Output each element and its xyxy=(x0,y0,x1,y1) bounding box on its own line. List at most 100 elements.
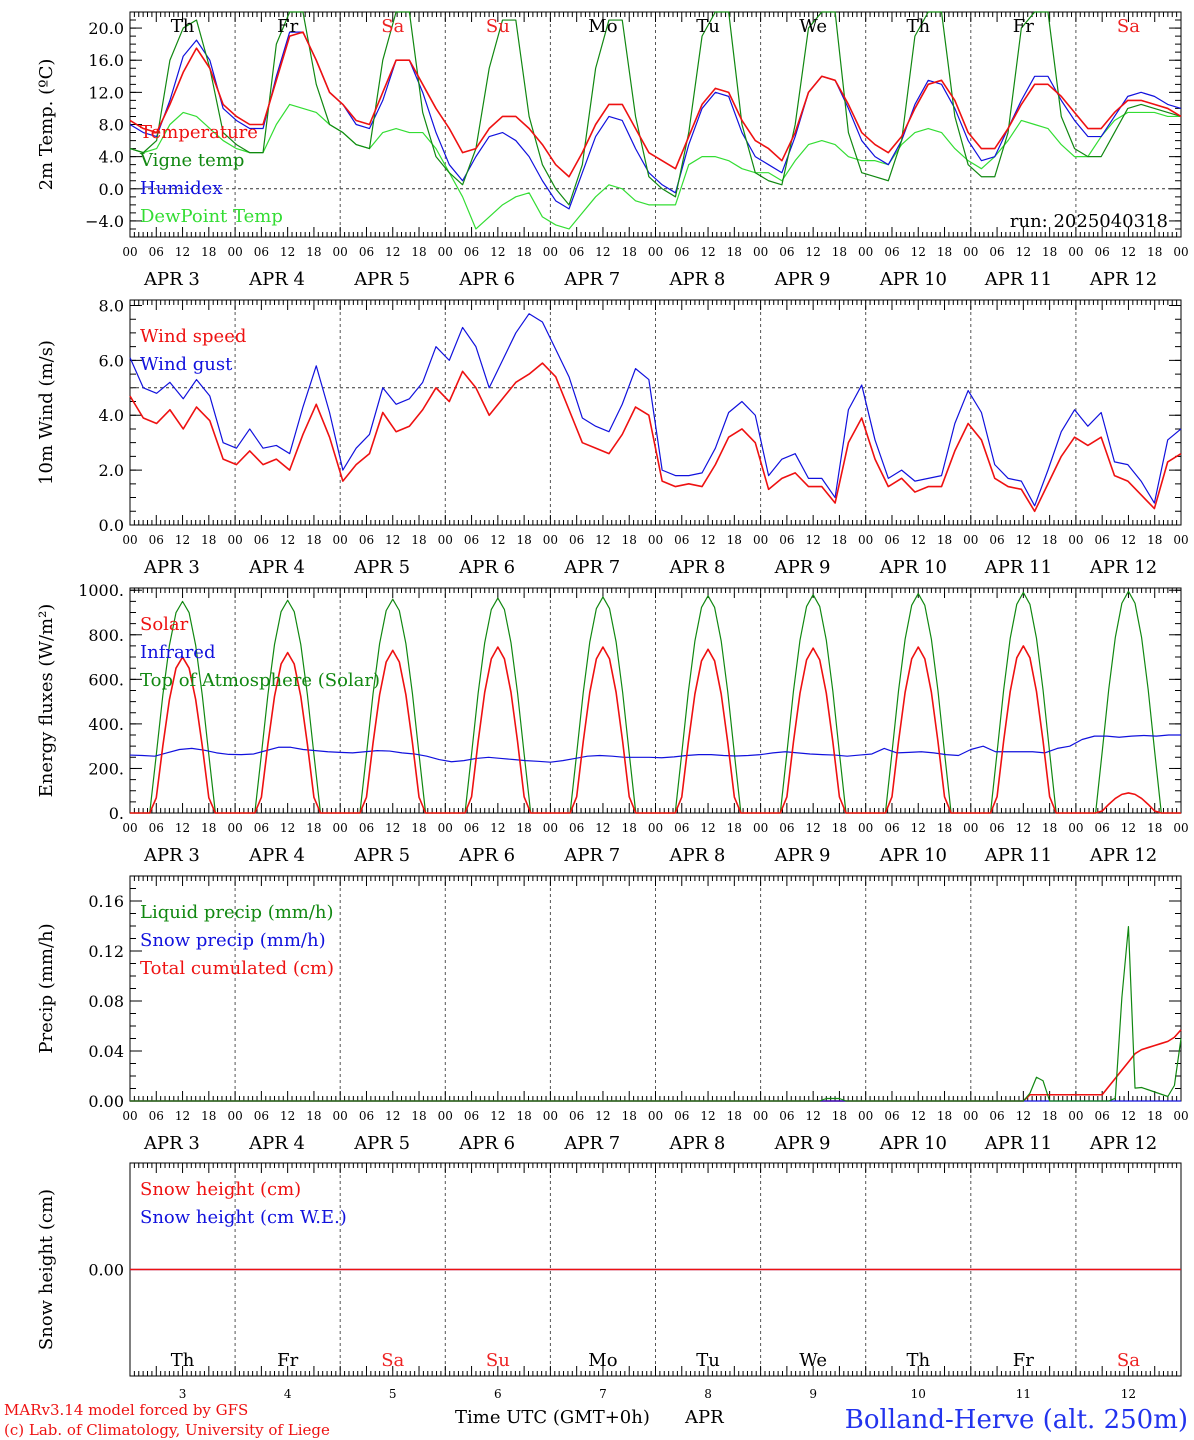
hour-label: 06 xyxy=(1095,245,1110,259)
hour-label: 18 xyxy=(832,245,847,259)
day-number-label: 7 xyxy=(599,1387,607,1401)
hour-label: 00 xyxy=(648,821,663,835)
hour-label: 06 xyxy=(884,1109,899,1123)
hour-label: 18 xyxy=(1042,245,1057,259)
hour-label: 06 xyxy=(254,1109,269,1123)
date-label: APR 5 xyxy=(353,557,410,578)
hour-label: 18 xyxy=(1147,1109,1162,1123)
date-label: APR 8 xyxy=(669,845,726,866)
date-label: APR 10 xyxy=(879,1133,947,1154)
y-tick-label: 400. xyxy=(88,715,124,734)
hour-label: 18 xyxy=(516,533,531,547)
hour-label: 12 xyxy=(911,245,926,259)
y-tick-label: 0.12 xyxy=(88,942,124,961)
date-label: APR 8 xyxy=(669,1133,726,1154)
legend-entry: Snow height (cm W.E.) xyxy=(140,1207,347,1228)
hour-label: 00 xyxy=(438,245,453,259)
hour-label: 06 xyxy=(1095,533,1110,547)
y-axis-label: 2m Temp. (ºC) xyxy=(36,59,57,191)
hour-label: 06 xyxy=(569,533,584,547)
day-name-label: Mo xyxy=(588,16,617,37)
hour-label: 00 xyxy=(963,533,978,547)
date-label: APR 6 xyxy=(458,1133,515,1154)
date-label: APR 7 xyxy=(563,557,620,578)
legend-entry: Wind gust xyxy=(140,354,233,375)
run-label: run: 2025040318 xyxy=(1010,211,1168,232)
station-label: Bolland-Herve (alt. 250m) xyxy=(845,1405,1188,1435)
hour-label: 00 xyxy=(122,533,137,547)
panel-frame-3 xyxy=(129,587,1182,814)
hour-label: 12 xyxy=(385,1109,400,1123)
hour-label: 18 xyxy=(937,821,952,835)
date-label: APR 3 xyxy=(143,845,200,866)
y-tick-label: 2.0 xyxy=(99,461,124,480)
date-label: APR 8 xyxy=(669,557,726,578)
date-label: APR 7 xyxy=(563,1133,620,1154)
hour-label: 00 xyxy=(438,533,453,547)
hour-ticks xyxy=(129,1163,1182,1376)
hour-label: 12 xyxy=(595,245,610,259)
date-label: APR 12 xyxy=(1089,269,1157,290)
hour-label: 18 xyxy=(411,821,426,835)
hour-label: 12 xyxy=(1121,245,1136,259)
x-axis-month: APR xyxy=(684,1407,724,1428)
hour-label: 00 xyxy=(753,245,768,259)
y-axis-label: Energy fluxes (W/m²) xyxy=(36,604,57,798)
y-tick-label: 0.0 xyxy=(99,180,124,199)
y-minor-ticks xyxy=(130,589,1181,814)
hour-label: 18 xyxy=(937,1109,952,1123)
hour-label: 06 xyxy=(779,821,794,835)
hour-label: 18 xyxy=(1042,821,1057,835)
y-tick-label: 0.08 xyxy=(88,992,124,1011)
y-tick-label: 0.04 xyxy=(88,1042,124,1061)
hour-label: 18 xyxy=(727,533,742,547)
day-name-label: Su xyxy=(486,1350,510,1371)
hour-label: 18 xyxy=(1147,245,1162,259)
hour-label: 06 xyxy=(674,533,689,547)
date-label: APR 7 xyxy=(563,269,620,290)
hour-label: 12 xyxy=(911,821,926,835)
legend-entry: Vigne temp xyxy=(139,150,244,171)
y-tick-label: 4.0 xyxy=(99,148,124,167)
hour-label: 12 xyxy=(490,821,505,835)
hour-label: 00 xyxy=(1173,533,1188,547)
hour-label: 12 xyxy=(595,821,610,835)
y-tick-label: 0.00 xyxy=(88,1261,124,1280)
date-label: APR 4 xyxy=(248,269,305,290)
hour-label: 18 xyxy=(937,245,952,259)
date-label: APR 10 xyxy=(879,845,947,866)
hour-label: 18 xyxy=(622,821,637,835)
hour-label: 00 xyxy=(543,533,558,547)
hour-label: 00 xyxy=(648,1109,663,1123)
date-label: APR 11 xyxy=(984,845,1052,866)
hour-label: 18 xyxy=(1147,821,1162,835)
hour-label: 12 xyxy=(806,245,821,259)
hour-label: 06 xyxy=(359,245,374,259)
hour-label: 18 xyxy=(516,1109,531,1123)
date-label: APR 4 xyxy=(248,845,305,866)
hour-label: 18 xyxy=(622,245,637,259)
hour-label: 12 xyxy=(385,245,400,259)
hour-label: 06 xyxy=(149,1109,164,1123)
hour-label: 00 xyxy=(648,245,663,259)
day-name-label: Mo xyxy=(588,1350,617,1371)
hour-label: 00 xyxy=(1068,821,1083,835)
day-number-label: 5 xyxy=(389,1387,397,1401)
hour-label: 18 xyxy=(832,821,847,835)
hour-label: 00 xyxy=(1068,245,1083,259)
hour-label: 12 xyxy=(175,533,190,547)
hour-label: 18 xyxy=(411,533,426,547)
date-label: APR 3 xyxy=(143,269,200,290)
date-label: APR 5 xyxy=(353,269,410,290)
date-label: APR 11 xyxy=(984,1133,1052,1154)
day-name-label: Fr xyxy=(277,1350,298,1371)
hour-label: 00 xyxy=(122,821,137,835)
hour-label: 18 xyxy=(411,245,426,259)
hour-label: 06 xyxy=(989,1109,1004,1123)
day-name-label: Sa xyxy=(381,16,404,37)
hour-label: 00 xyxy=(1173,245,1188,259)
date-label: APR 12 xyxy=(1089,1133,1157,1154)
hour-label: 06 xyxy=(884,821,899,835)
hour-label: 00 xyxy=(227,821,242,835)
hour-label: 18 xyxy=(832,1109,847,1123)
